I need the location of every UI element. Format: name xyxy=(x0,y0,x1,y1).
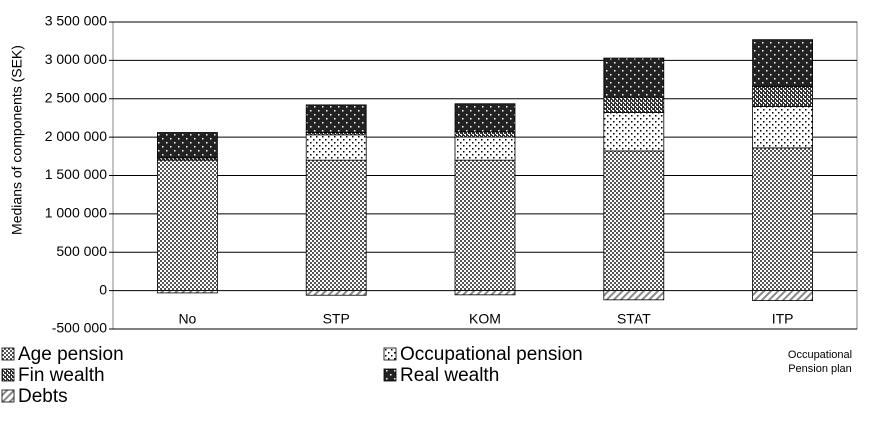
bar-segment xyxy=(454,131,516,138)
y-tick-label: 500 000 xyxy=(56,243,107,259)
x-tick-label: STAT xyxy=(617,311,651,327)
bar-segment xyxy=(603,150,665,292)
y-tick-label: 2 000 000 xyxy=(45,128,107,144)
bar-segment xyxy=(752,39,813,87)
x-tick-label: STP xyxy=(323,311,350,327)
bar-segment xyxy=(603,96,665,113)
y-tick-label: 1 000 000 xyxy=(45,205,107,221)
bar-segment xyxy=(752,290,813,302)
y-tick-label: 0 xyxy=(99,281,107,297)
x-tick-label: KOM xyxy=(469,311,501,327)
bar-segment xyxy=(156,290,218,294)
bar-segment xyxy=(454,159,516,292)
legend-swatch xyxy=(383,347,397,361)
bar-segment xyxy=(305,159,367,292)
bar-segment xyxy=(454,136,516,161)
bar-segment xyxy=(603,112,665,152)
bar-segment xyxy=(454,103,516,133)
legend-label: Real wealth xyxy=(400,365,499,386)
y-tick-label: -500 000 xyxy=(52,320,107,336)
bar-segment xyxy=(752,86,813,107)
bar-segment xyxy=(752,147,813,292)
legend-label: Fin wealth xyxy=(18,365,105,386)
bar-segment xyxy=(603,57,665,98)
bar-segment xyxy=(305,290,367,296)
bar-segment xyxy=(305,104,367,133)
legend-swatch xyxy=(1,389,15,403)
x-tick-label: No xyxy=(178,311,196,327)
legend-label: Debts xyxy=(18,386,68,407)
legend-label: Age pension xyxy=(18,344,124,365)
bar-segment xyxy=(305,134,367,161)
legend-swatch xyxy=(1,347,15,361)
y-tick-label: 2 500 000 xyxy=(45,89,107,105)
bar-segment xyxy=(752,106,813,149)
y-tick-label: 3 500 000 xyxy=(45,13,107,29)
bar-segment xyxy=(454,290,516,296)
bar-segment xyxy=(156,132,218,159)
bar-segment xyxy=(156,159,218,292)
y-axis-title: Medians of components (SEK) xyxy=(9,45,25,235)
legend-swatch xyxy=(383,368,397,382)
legend-label: Occupational pension xyxy=(400,344,583,365)
x-axis-title: Occupational Pension plan xyxy=(787,349,853,375)
x-tick-label: ITP xyxy=(772,311,794,327)
bar-segment xyxy=(603,290,665,301)
legend-swatch xyxy=(1,368,15,382)
y-tick-label: 3 000 000 xyxy=(45,51,107,67)
y-tick-label: 1 500 000 xyxy=(45,166,107,182)
